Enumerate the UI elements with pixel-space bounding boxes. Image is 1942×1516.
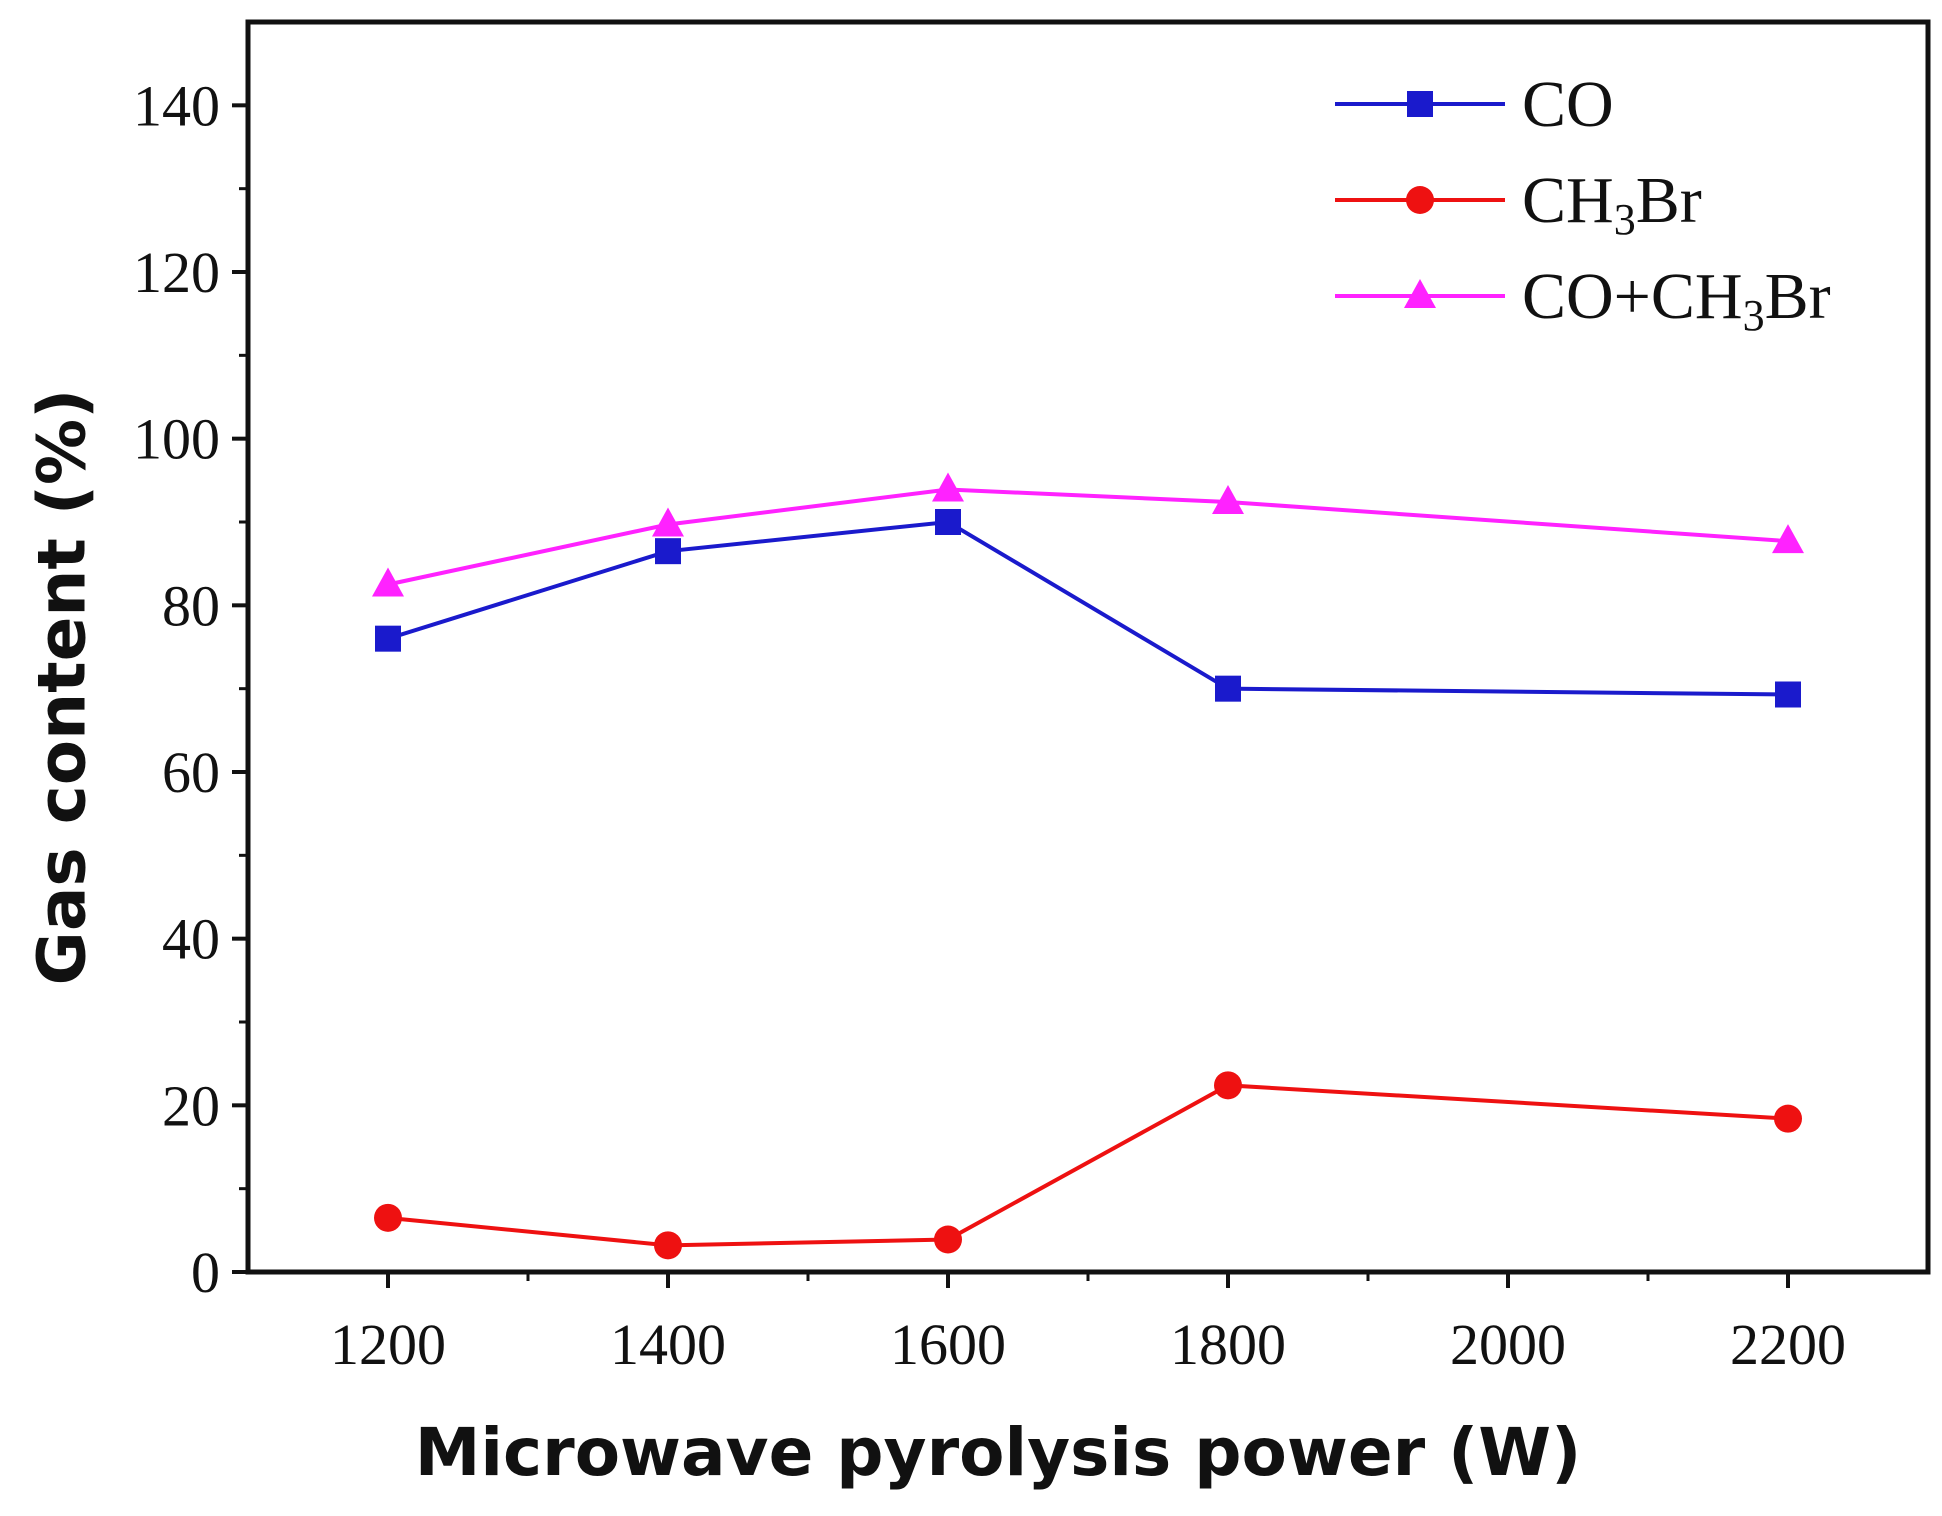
data-point-co-ch3br [932,472,964,502]
x-axis-title: Microwave pyrolysis power (W) [415,1414,1582,1491]
series-co [375,509,1801,708]
series-line-co [387,519,1789,697]
y-tick-label: 40 [162,907,220,972]
data-point-co [655,538,681,565]
legend-label: CO [1522,68,1614,141]
y-tick-label: 140 [133,73,220,138]
data-point-co-ch3br [1772,524,1804,554]
legend: CO CH3Br CO+CH3Br [1335,68,1831,340]
legend-marker [1407,91,1433,117]
data-point-ch3br [1774,1104,1802,1133]
data-point-ch3br [374,1203,402,1232]
axis-ticks: 1200 1400 1600 1800 2000 2200 0 20 40 60 80 100 120 1… [133,73,1846,1377]
data-point-ch3br [654,1231,682,1260]
x-tick-label: 2200 [1730,1312,1846,1377]
x-tick-label: 1800 [1170,1312,1286,1377]
legend-entry-co: CO [1335,68,1614,141]
data-point-co-ch3br [1212,485,1244,514]
data-point-co [375,625,401,652]
plot-area-frame [245,19,1931,1275]
legend-marker [1406,186,1434,214]
data-point-ch3br [934,1225,962,1254]
data-point-co-ch3br [372,567,404,597]
series-line-ch3br [387,1083,1789,1248]
data-point-co [1215,675,1241,702]
legend-entry-co-ch3br: CO+CH3Br [1335,260,1831,340]
y-tick-label: 100 [133,407,220,472]
series-co-ch3br [372,472,1804,597]
x-tick-label: 1400 [610,1312,726,1377]
legend-marker [1404,279,1436,308]
x-tick-label: 1200 [330,1312,446,1377]
data-point-co [935,509,961,535]
series-line-co-ch3br [387,487,1789,587]
y-tick-label: 20 [162,1073,220,1138]
y-tick-label: 60 [162,740,220,805]
y-axis-title: Gas content (%) [24,389,101,986]
series-ch3br [374,1071,1802,1260]
y-tick-label: 0 [191,1240,220,1305]
legend-label: CO+CH3Br [1522,260,1831,340]
series-lines [372,472,1804,1260]
x-tick-label: 1600 [890,1312,1006,1377]
y-tick-label: 120 [133,240,220,305]
legend-entry-ch3br: CH3Br [1335,164,1702,244]
y-tick-label: 80 [162,573,220,638]
legend-label: CH3Br [1522,164,1702,244]
data-point-co-ch3br [652,507,684,537]
data-point-co [1775,681,1801,708]
data-point-ch3br [1214,1071,1242,1100]
x-tick-label: 2000 [1450,1312,1566,1377]
